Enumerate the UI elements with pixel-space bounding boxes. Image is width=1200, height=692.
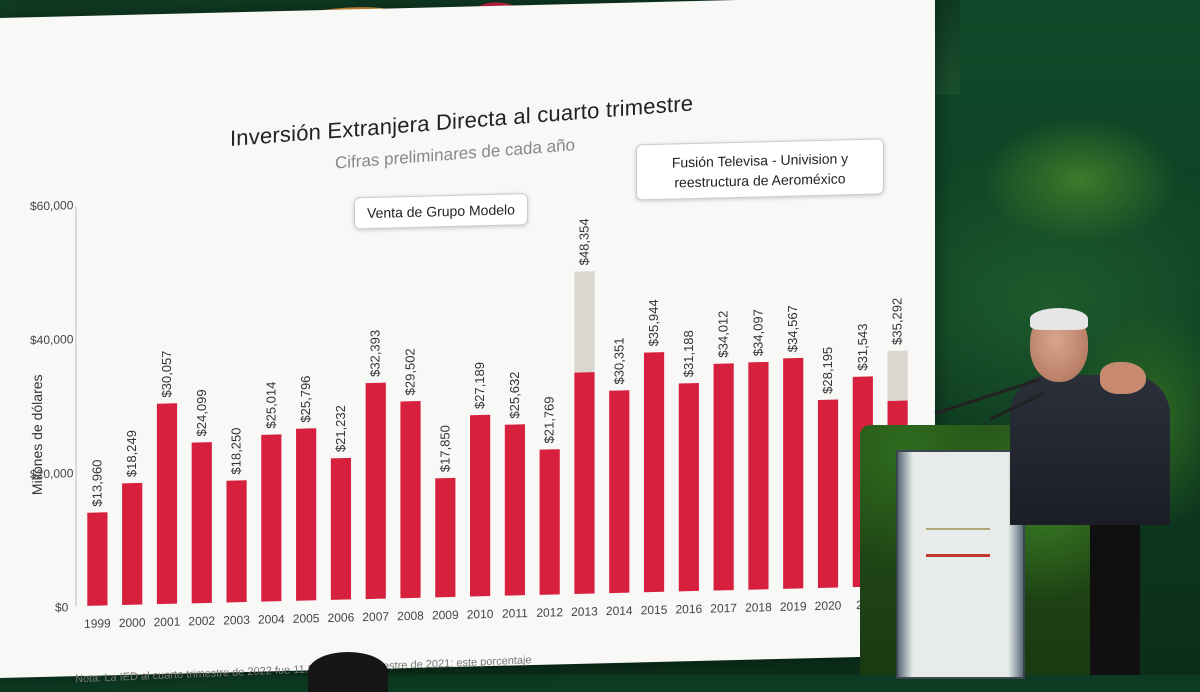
bar-value-label: $30,351 <box>611 337 626 384</box>
x-tick-label: 2006 <box>328 610 355 625</box>
bar-value-label: $34,567 <box>785 305 800 352</box>
bar <box>365 382 386 600</box>
bar-value-label: $13,960 <box>89 459 104 506</box>
bar <box>261 434 282 602</box>
bar-extra-segment <box>887 350 908 401</box>
podium-logo <box>926 528 990 557</box>
bar-value-label: $34,012 <box>716 310 731 357</box>
bar <box>609 390 630 594</box>
x-tick-label: 2005 <box>293 611 320 626</box>
speaker-suit <box>1010 375 1170 525</box>
bar <box>435 477 456 598</box>
bar <box>817 399 839 589</box>
bar-value-label: $18,249 <box>124 430 139 477</box>
x-tick-label: 2011 <box>502 606 528 621</box>
bar-value-label: $18,250 <box>229 427 244 474</box>
x-tick-label: 2020 <box>815 598 842 613</box>
bar-value-label: $21,769 <box>542 396 557 443</box>
x-tick-label: 2012 <box>536 605 563 620</box>
bar <box>226 480 247 603</box>
bar-value-label: $31,188 <box>681 330 696 377</box>
bar <box>122 482 143 606</box>
bar <box>330 457 352 600</box>
bar-value-label: $25,632 <box>507 371 522 418</box>
x-tick-label: 2014 <box>606 604 633 619</box>
bar <box>400 401 421 599</box>
x-tick-label: 2007 <box>362 609 389 624</box>
projection-screen: Inversión Extranjera Directa al cuarto t… <box>0 0 935 685</box>
bar-value-label: $21,232 <box>333 405 348 452</box>
bar-value-label: $35,292 <box>890 298 905 345</box>
bar-value-label: $25,014 <box>263 381 278 428</box>
bar-value-label: $28,195 <box>820 347 835 394</box>
bar <box>470 414 491 597</box>
x-tick-label: 2018 <box>745 600 772 615</box>
audience-head <box>308 652 388 692</box>
bar-value-label: $34,097 <box>750 309 765 356</box>
bar-value-label: $27,189 <box>472 362 487 409</box>
bar <box>678 382 699 592</box>
bar-value-label: $30,057 <box>159 350 174 397</box>
x-tick-label: 2002 <box>188 614 215 629</box>
bar <box>748 361 769 590</box>
x-tick-label: 2000 <box>119 615 146 630</box>
x-tick-label: 2004 <box>258 612 285 627</box>
bar <box>156 403 178 605</box>
bar <box>296 428 317 601</box>
x-tick-label: 2019 <box>780 599 807 614</box>
x-tick-label: 2015 <box>641 603 668 618</box>
x-tick-label: 2016 <box>676 602 703 617</box>
bar <box>87 512 108 606</box>
x-tick-label: 2010 <box>467 607 494 622</box>
bar <box>713 363 734 591</box>
bar-value-label: $25,796 <box>298 375 313 422</box>
x-tick-label: 1999 <box>84 616 111 631</box>
bar <box>783 357 804 589</box>
bar <box>539 449 560 595</box>
bar-value-label: $31,543 <box>855 323 870 370</box>
bar-value-label: $32,393 <box>368 330 383 377</box>
bar-chart: $13,960 1999 $18,249 2000 $30,057 2001 $24,099… <box>75 206 908 631</box>
bar-value-label: $24,099 <box>194 389 209 436</box>
x-tick-label: 2017 <box>710 601 737 616</box>
bar <box>643 352 665 593</box>
bar-value-label: $48,354 <box>576 218 591 265</box>
podium-panel <box>896 450 1025 679</box>
x-tick-label: 2003 <box>223 613 250 628</box>
bar <box>504 424 525 596</box>
x-tick-label: 2009 <box>432 608 459 623</box>
bar-value-label: $35,944 <box>646 299 661 346</box>
speaker-hand <box>1100 362 1146 394</box>
bar <box>191 442 212 604</box>
x-tick-label: 2008 <box>397 609 424 624</box>
bar <box>574 372 595 594</box>
bar-extra-segment <box>574 271 595 373</box>
bar-value-label: $17,850 <box>437 425 452 472</box>
x-tick-label: 2013 <box>571 604 598 619</box>
speaker-hair <box>1030 308 1088 330</box>
bar-value-label: $29,502 <box>403 348 418 395</box>
x-tick-label: 2001 <box>154 615 181 630</box>
